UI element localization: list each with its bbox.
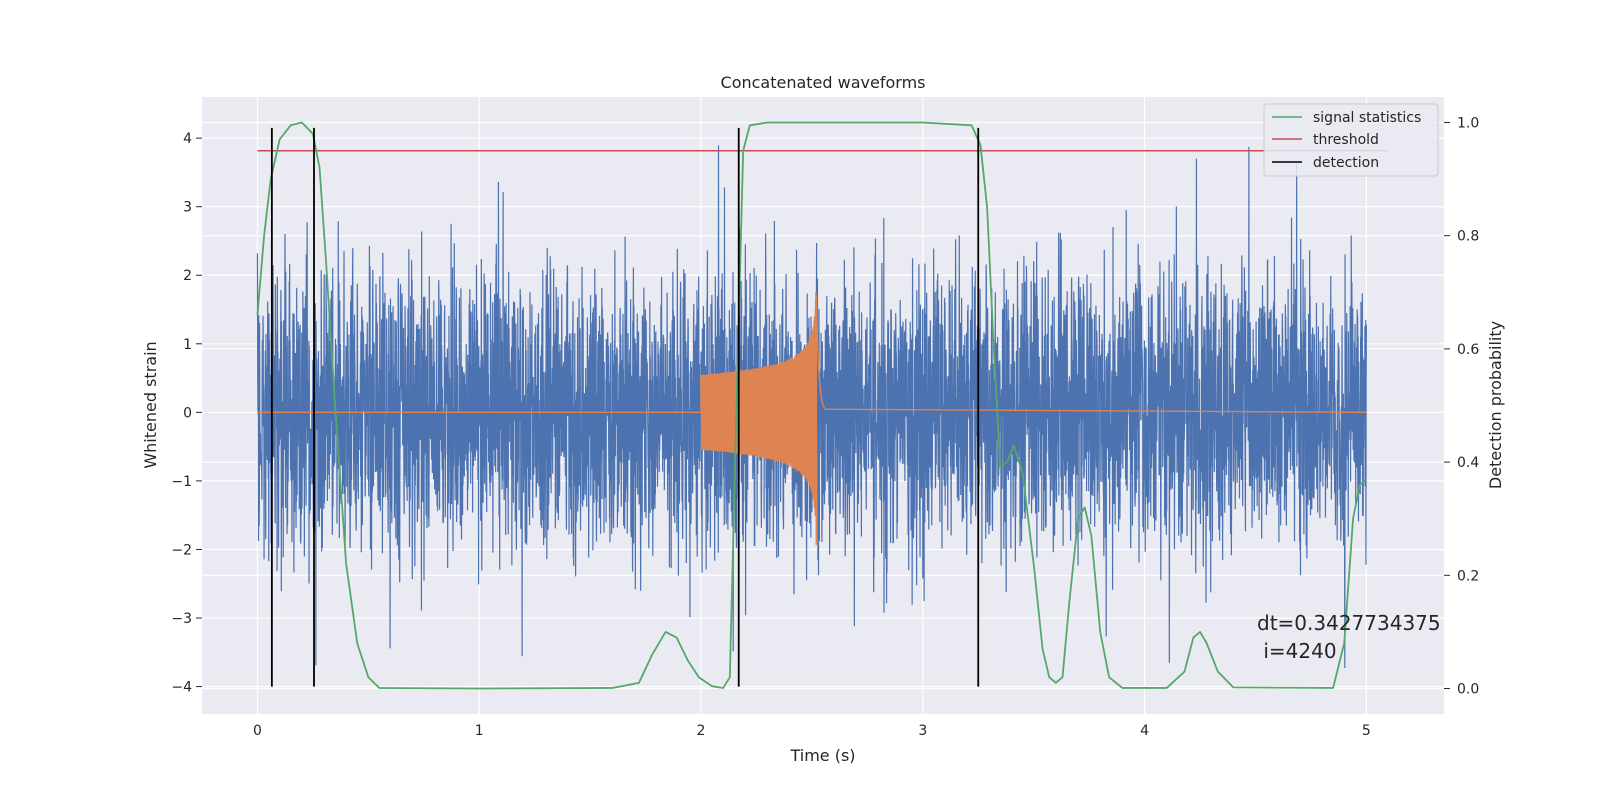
y2-axis-label: Detection probability xyxy=(1486,321,1505,489)
annotation-i: i=4240 xyxy=(1257,639,1337,663)
y-tick-label: 3 xyxy=(183,200,192,216)
legend-label-signal-statistics: signal statistics xyxy=(1313,110,1421,126)
y-tick-label: −3 xyxy=(171,611,192,627)
y2-tick-label: 0.0 xyxy=(1457,682,1479,698)
x-axis-label: Time (s) xyxy=(789,746,855,765)
x-ticks: 0 1 2 3 4 5 xyxy=(253,723,1371,739)
y-ticks-right: 0.0 0.2 0.4 0.6 0.8 1.0 xyxy=(1444,115,1479,698)
signal-series-line xyxy=(257,291,1367,545)
noise-series-line xyxy=(256,145,1367,669)
y-tick-label: 1 xyxy=(183,337,192,353)
y2-tick-label: 1.0 xyxy=(1457,115,1479,131)
y-tick-label: 2 xyxy=(183,268,192,284)
annotation-dt: dt=0.3427734375 xyxy=(1257,611,1441,635)
y2-tick-label: 0.4 xyxy=(1457,455,1479,471)
statistics-series-line xyxy=(256,121,1367,690)
y-tick-label: −1 xyxy=(171,474,192,490)
y-axis-label: Whitened strain xyxy=(141,341,160,468)
legend-label-threshold: threshold xyxy=(1313,132,1379,148)
x-tick-label: 0 xyxy=(253,723,262,739)
x-tick-label: 2 xyxy=(697,723,706,739)
chart-title: Concatenated waveforms xyxy=(721,73,926,92)
x-tick-label: 1 xyxy=(475,723,484,739)
y2-tick-label: 0.6 xyxy=(1457,342,1479,358)
legend-label-detection: detection xyxy=(1313,155,1379,171)
y2-tick-label: 0.2 xyxy=(1457,568,1479,584)
y-tick-label: −4 xyxy=(171,680,192,696)
plot-layer xyxy=(256,121,1389,690)
y-tick-label: 0 xyxy=(183,405,192,421)
y-tick-label: −2 xyxy=(171,542,192,558)
x-tick-label: 4 xyxy=(1140,723,1149,739)
legend-box xyxy=(1263,103,1439,177)
y2-tick-label: 0.8 xyxy=(1457,229,1479,245)
legend: signal statistics threshold detection xyxy=(1263,103,1439,177)
x-tick-label: 3 xyxy=(918,723,927,739)
y-ticks-left: −4 −3 −2 −1 0 1 2 3 4 xyxy=(171,131,202,696)
y-tick-label: 4 xyxy=(183,131,192,147)
x-tick-label: 5 xyxy=(1362,723,1371,739)
